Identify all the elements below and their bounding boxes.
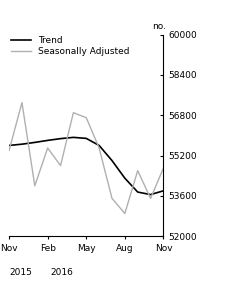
Trend xyxy=(162,189,165,193)
Seasonally Adjusted xyxy=(111,197,113,200)
Trend xyxy=(72,136,75,139)
Text: no.: no. xyxy=(153,22,167,31)
Trend xyxy=(85,137,88,140)
Text: 2016: 2016 xyxy=(50,268,73,277)
Trend xyxy=(59,137,62,140)
Seasonally Adjusted xyxy=(8,149,10,152)
Seasonally Adjusted xyxy=(98,146,101,150)
Seasonally Adjusted xyxy=(33,184,36,187)
Trend xyxy=(21,143,23,146)
Line: Seasonally Adjusted: Seasonally Adjusted xyxy=(9,103,163,213)
Seasonally Adjusted xyxy=(149,197,152,200)
Trend xyxy=(98,144,101,147)
Text: 2015: 2015 xyxy=(9,268,32,277)
Seasonally Adjusted xyxy=(72,111,75,114)
Trend xyxy=(123,177,126,180)
Seasonally Adjusted xyxy=(136,169,139,173)
Trend xyxy=(33,141,36,144)
Seasonally Adjusted xyxy=(21,101,23,104)
Trend xyxy=(8,144,10,147)
Trend xyxy=(149,193,152,196)
Legend: Trend, Seasonally Adjusted: Trend, Seasonally Adjusted xyxy=(10,35,131,57)
Trend xyxy=(111,159,113,162)
Seasonally Adjusted xyxy=(46,146,49,150)
Seasonally Adjusted xyxy=(59,164,62,167)
Trend xyxy=(46,139,49,142)
Seasonally Adjusted xyxy=(85,116,88,120)
Trend xyxy=(136,190,139,194)
Line: Trend: Trend xyxy=(9,137,163,195)
Seasonally Adjusted xyxy=(162,166,165,170)
Seasonally Adjusted xyxy=(123,212,126,215)
